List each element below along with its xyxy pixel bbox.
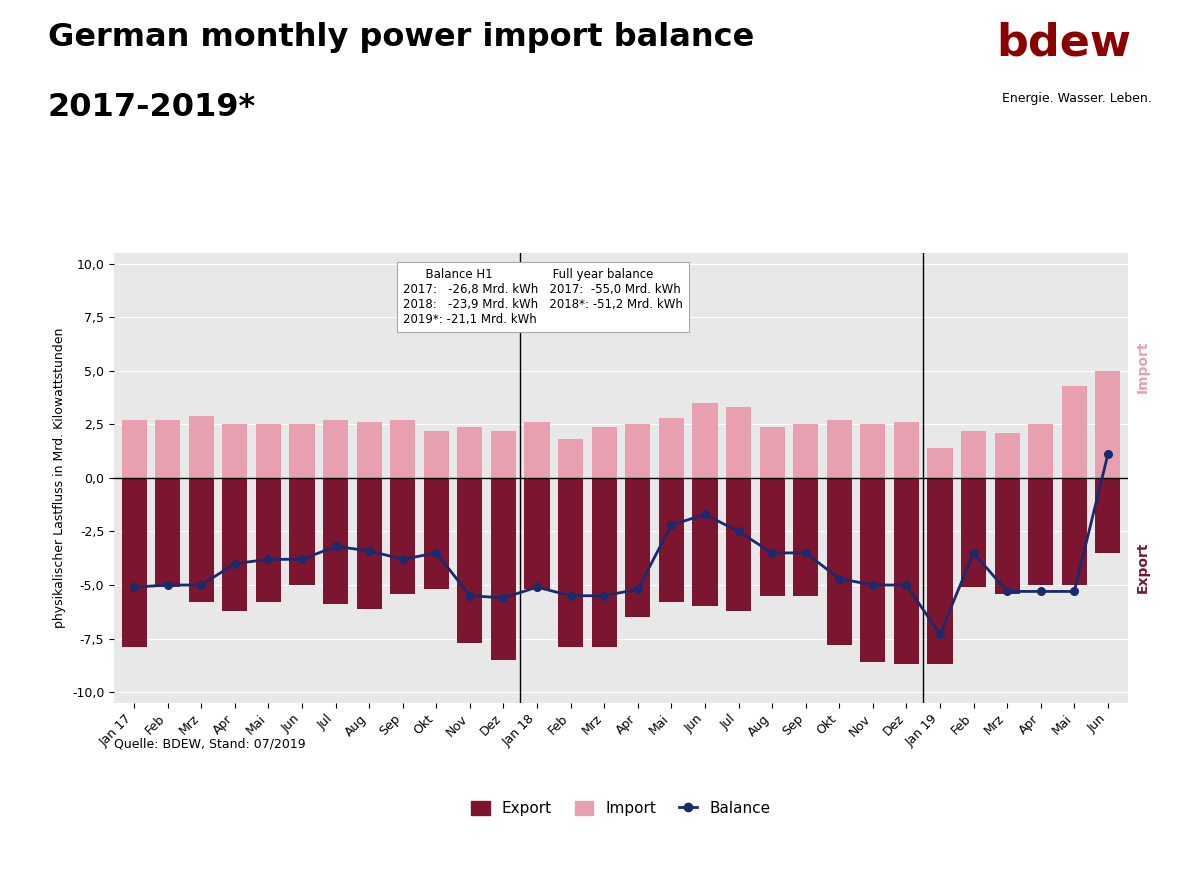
Bar (457, 478, 482, 643)
Bar (491, 431, 516, 478)
Bar (625, 424, 650, 478)
Bar (928, 448, 953, 478)
Bar (1028, 424, 1054, 478)
Bar (188, 416, 214, 478)
Bar (390, 478, 415, 594)
Text: Quelle: BDEW, Stand: 07/2019: Quelle: BDEW, Stand: 07/2019 (114, 738, 306, 751)
Bar (188, 478, 214, 602)
Bar (793, 424, 818, 478)
Bar (222, 424, 247, 478)
Bar (356, 478, 382, 608)
Bar (592, 427, 617, 478)
Bar (961, 478, 986, 588)
Bar (726, 478, 751, 611)
Bar (390, 420, 415, 478)
Bar (424, 431, 449, 478)
Bar (760, 427, 785, 478)
Bar (894, 423, 919, 478)
Bar (256, 478, 281, 602)
Bar (1096, 478, 1121, 553)
Text: BDEW Bundesverband der
Energie- und Wasserwirtschaft e.V.: BDEW Bundesverband der Energie- und Wass… (48, 819, 265, 850)
Bar (726, 408, 751, 478)
Legend: Export, Import, Balance: Export, Import, Balance (467, 797, 775, 821)
Bar (894, 478, 919, 664)
Text: bdew: bdew (996, 22, 1132, 65)
Bar (155, 420, 180, 478)
Bar (692, 478, 718, 607)
Bar (961, 431, 986, 478)
Text: Export: Export (1135, 542, 1150, 593)
Bar (860, 478, 886, 662)
Bar (1028, 478, 1054, 585)
Bar (289, 478, 314, 585)
Bar (121, 420, 146, 478)
Bar (323, 478, 348, 604)
Bar (1062, 478, 1087, 585)
Text: German monthly power import balance: German monthly power import balance (48, 22, 755, 53)
Bar (659, 478, 684, 602)
Bar (424, 478, 449, 589)
Bar (995, 478, 1020, 594)
Y-axis label: physikalischer Lastfluss in Mrd. Kilowattstunden: physikalischer Lastfluss in Mrd. Kilowat… (53, 327, 66, 629)
Bar (323, 420, 348, 478)
Text: Import: Import (1135, 340, 1150, 393)
Bar (558, 439, 583, 478)
Bar (659, 418, 684, 478)
Bar (827, 478, 852, 645)
Bar (1096, 371, 1121, 478)
Bar (592, 478, 617, 647)
Bar (222, 478, 247, 611)
Bar (155, 478, 180, 588)
Text: Energie. Wasser. Leben.: Energie. Wasser. Leben. (1002, 92, 1152, 105)
Bar (457, 427, 482, 478)
Bar (1062, 386, 1087, 478)
Bar (995, 433, 1020, 478)
Bar (289, 424, 314, 478)
Bar (524, 478, 550, 589)
Text: Balance H1                Full year balance
2017:   -26,8 Mrd. kWh   2017:  -55,: Balance H1 Full year balance 2017: -26,8… (403, 268, 683, 327)
Bar (625, 478, 650, 617)
Bar (760, 478, 785, 595)
Bar (860, 424, 886, 478)
Bar (524, 423, 550, 478)
Bar (256, 424, 281, 478)
Bar (558, 478, 583, 647)
Bar (827, 420, 852, 478)
Bar (928, 478, 953, 664)
Bar (121, 478, 146, 647)
Bar (692, 403, 718, 478)
Bar (491, 478, 516, 660)
Text: 2017-2019*: 2017-2019* (48, 92, 256, 123)
Bar (793, 478, 818, 595)
Bar (356, 423, 382, 478)
